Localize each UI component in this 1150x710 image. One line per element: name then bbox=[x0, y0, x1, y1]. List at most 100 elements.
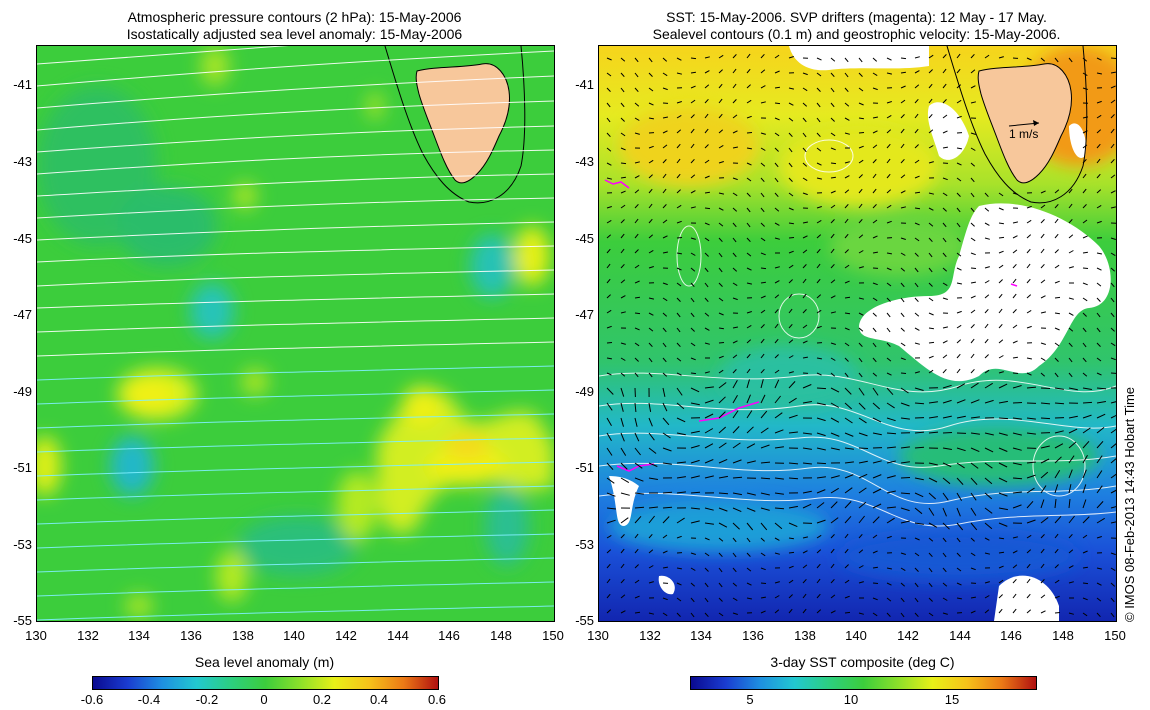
left-colorbar-tick: -0.6 bbox=[80, 692, 104, 707]
velocity-arrow bbox=[858, 372, 863, 378]
velocity-arrow bbox=[718, 396, 726, 404]
velocity-arrow bbox=[928, 145, 934, 149]
velocity-arrow bbox=[788, 522, 798, 528]
velocity-arrow bbox=[844, 487, 853, 494]
velocity-arrow bbox=[998, 522, 1008, 527]
velocity-arrow bbox=[830, 248, 835, 254]
velocity-arrow bbox=[802, 593, 807, 599]
velocity-arrow bbox=[774, 222, 780, 226]
velocity-arrow bbox=[942, 384, 952, 389]
velocity-arrow bbox=[1096, 189, 1102, 194]
velocity-arrow bbox=[830, 372, 836, 377]
velocity-arrow bbox=[676, 114, 682, 119]
velocity-arrow bbox=[914, 70, 920, 74]
velocity-arrow bbox=[1012, 578, 1017, 584]
velocity-arrow bbox=[998, 507, 1008, 511]
left-x-tick: 140 bbox=[283, 628, 305, 643]
velocity-arrow bbox=[928, 222, 934, 227]
velocity-arrow bbox=[900, 417, 910, 420]
velocity-arrow bbox=[914, 282, 919, 288]
velocity-arrow bbox=[816, 372, 822, 376]
velocity-arrow bbox=[830, 387, 840, 393]
velocity-arrow bbox=[606, 402, 613, 411]
velocity-arrow bbox=[718, 458, 728, 464]
velocity-arrow bbox=[830, 501, 838, 509]
velocity-arrow bbox=[718, 475, 728, 479]
velocity-arrow bbox=[858, 549, 864, 554]
velocity-arrow bbox=[1040, 471, 1049, 479]
velocity-arrow bbox=[928, 297, 934, 302]
velocity-arrow bbox=[844, 461, 854, 464]
velocity-arrow bbox=[984, 432, 994, 436]
velocity-arrow bbox=[1082, 57, 1088, 62]
velocity-arrow bbox=[928, 54, 934, 59]
velocity-arrow bbox=[830, 117, 835, 122]
velocity-arrow bbox=[858, 174, 863, 179]
velocity-arrow bbox=[914, 342, 920, 345]
velocity-arrow bbox=[1110, 206, 1116, 209]
velocity-arrow bbox=[1012, 402, 1023, 404]
velocity-arrow bbox=[886, 204, 892, 209]
velocity-arrow bbox=[662, 612, 668, 617]
velocity-arrow bbox=[998, 400, 1008, 404]
left-x-tick: 130 bbox=[25, 628, 47, 643]
velocity-arrow bbox=[746, 53, 751, 59]
velocity-arrow bbox=[634, 462, 643, 469]
velocity-arrow bbox=[1026, 386, 1037, 389]
velocity-arrow bbox=[648, 565, 654, 569]
velocity-arrow bbox=[844, 218, 849, 224]
velocity-arrow bbox=[648, 145, 654, 149]
velocity-arrow bbox=[1082, 204, 1087, 209]
velocity-arrow bbox=[928, 522, 938, 528]
velocity-arrow bbox=[690, 372, 697, 375]
velocity-arrow bbox=[844, 402, 853, 410]
velocity-arrow bbox=[662, 327, 667, 333]
velocity-arrow bbox=[704, 371, 710, 374]
right-colorbar-label: 3-day SST composite (deg C) bbox=[770, 654, 955, 670]
velocity-arrow bbox=[900, 552, 906, 555]
velocity-arrow bbox=[634, 218, 639, 224]
velocity-arrow bbox=[746, 237, 751, 243]
velocity-arrow bbox=[690, 114, 695, 119]
velocity-arrow bbox=[620, 462, 628, 470]
velocity-arrow bbox=[970, 69, 976, 74]
velocity-arrow bbox=[760, 461, 771, 464]
velocity-arrow bbox=[648, 297, 655, 300]
velocity-arrow bbox=[970, 522, 978, 531]
velocity-arrow bbox=[676, 612, 681, 617]
velocity-arrow bbox=[774, 266, 780, 269]
velocity-arrow bbox=[802, 235, 808, 239]
velocity-arrow bbox=[1012, 417, 1022, 420]
velocity-arrow bbox=[774, 70, 780, 74]
velocity-arrow bbox=[648, 515, 655, 524]
velocity-arrow bbox=[732, 612, 738, 615]
velocity-arrow bbox=[732, 207, 738, 212]
velocity-arrow bbox=[676, 402, 685, 410]
velocity-arrow bbox=[1026, 461, 1036, 464]
velocity-arrow bbox=[676, 189, 681, 194]
velocity-arrow bbox=[746, 222, 751, 228]
velocity-arrow bbox=[732, 192, 738, 197]
velocity-arrow bbox=[746, 147, 752, 150]
velocity-arrow bbox=[970, 101, 977, 104]
velocity-arrow bbox=[1012, 608, 1017, 614]
velocity-arrow bbox=[830, 342, 836, 345]
velocity-arrow bbox=[760, 379, 764, 389]
velocity-arrow bbox=[942, 297, 948, 300]
velocity-arrow bbox=[648, 117, 654, 120]
velocity-arrow bbox=[984, 308, 989, 314]
velocity-arrow bbox=[1110, 357, 1116, 361]
velocity-arrow bbox=[970, 222, 975, 227]
velocity-arrow bbox=[788, 237, 795, 239]
velocity-arrow bbox=[956, 582, 962, 586]
velocity-arrow bbox=[914, 431, 925, 434]
velocity-arrow bbox=[732, 597, 738, 602]
velocity-arrow bbox=[802, 564, 808, 569]
velocity-arrow bbox=[774, 162, 779, 168]
velocity-arrow bbox=[704, 98, 709, 104]
velocity-arrow bbox=[998, 222, 1004, 225]
velocity-arrow bbox=[984, 54, 990, 59]
velocity-arrow bbox=[788, 608, 793, 614]
velocity-arrow bbox=[1068, 515, 1075, 524]
velocity-arrow bbox=[844, 447, 854, 450]
